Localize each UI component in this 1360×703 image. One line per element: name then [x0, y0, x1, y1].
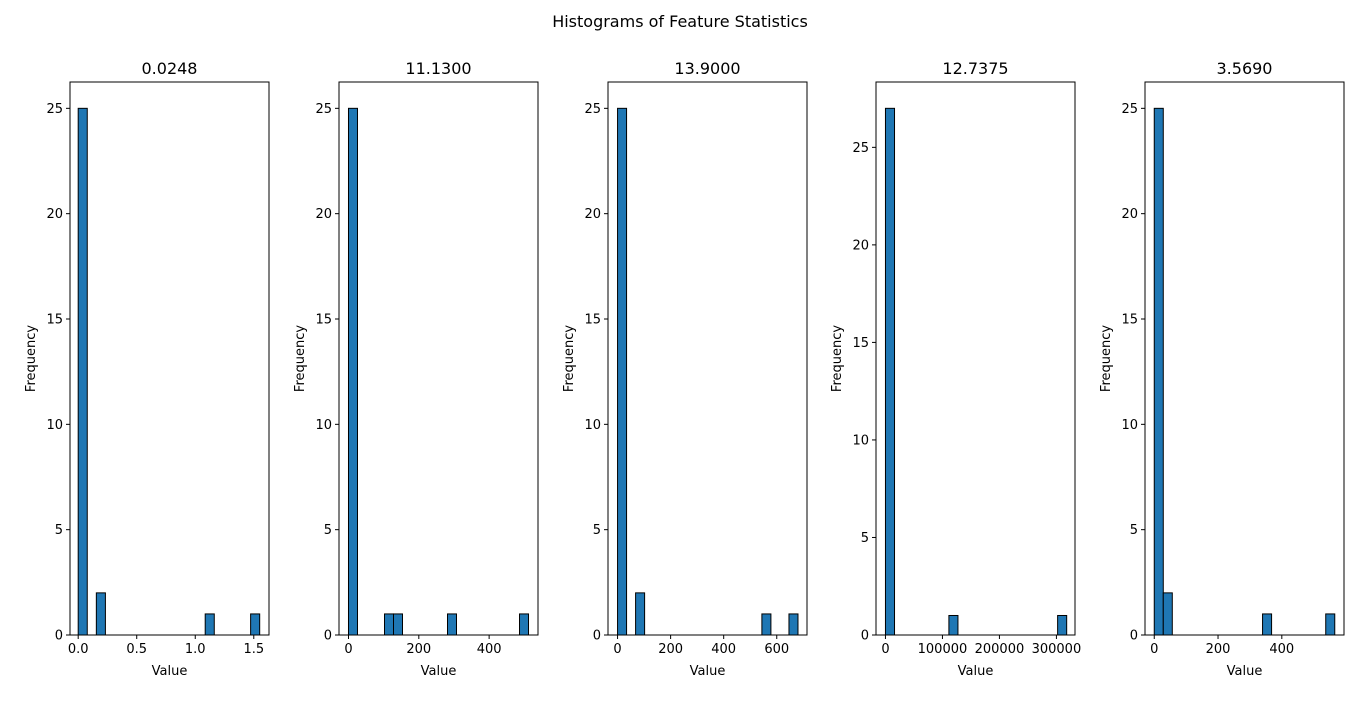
y-tick-label: 10 [315, 418, 332, 433]
y-tick-label: 0 [55, 629, 63, 644]
y-tick-label: 0 [1130, 629, 1138, 644]
figure-suptitle: Histograms of Feature Statistics [552, 12, 808, 31]
x-tick-label: 0 [1150, 642, 1158, 657]
x-tick-label: 200000 [975, 642, 1025, 657]
histogram-bar [1262, 613, 1273, 636]
y-tick-label: 5 [861, 531, 869, 546]
x-tick-label: 400 [711, 642, 736, 657]
y-tick-label: 0 [593, 629, 601, 644]
x-tick-label: 600 [764, 642, 789, 657]
histogram-bar [447, 613, 457, 636]
histogram-bar [1162, 592, 1173, 636]
histogram-bar [635, 592, 646, 636]
x-axis-label: Value [690, 664, 726, 679]
panel-title: 13.9000 [674, 59, 740, 78]
panel-title: 3.5690 [1217, 59, 1273, 78]
y-tick-label: 20 [46, 207, 63, 222]
x-axis-label: Value [421, 664, 457, 679]
axes-frame [338, 81, 539, 636]
x-tick-label: 100000 [918, 642, 968, 657]
x-tick-label: 1.0 [185, 642, 206, 657]
histogram-bar [393, 613, 403, 636]
y-tick-label: 20 [1121, 207, 1138, 222]
histogram-bar [788, 613, 799, 636]
x-tick-label: 0 [881, 642, 889, 657]
histogram-bar [384, 613, 394, 636]
y-tick-label: 15 [46, 313, 63, 328]
y-tick-label: 25 [852, 141, 869, 156]
histogram-panel-2: 11.1300 0 200 400 0 5 10 15 20 25 Value Frequency [293, 59, 539, 679]
y-tick-label: 15 [1121, 313, 1138, 328]
y-tick-label: 25 [1121, 102, 1138, 117]
subplot-panels: 0.0248 0.0 0.5 1.0 1.5 0 5 10 15 20 25 Value Frequen… [24, 59, 1345, 679]
x-tick-label: 0 [613, 642, 621, 657]
histogram-bar [77, 107, 88, 636]
y-tick-label: 10 [584, 418, 601, 433]
histogram-bar [948, 614, 959, 636]
x-axis-label: Value [958, 664, 994, 679]
y-tick-label: 5 [593, 523, 601, 538]
panel-title: 11.1300 [405, 59, 471, 78]
histogram-bar [761, 613, 772, 636]
y-axis-label: Frequency [1099, 325, 1114, 392]
y-axis-label: Frequency [562, 325, 577, 392]
x-tick-label: 400 [477, 642, 502, 657]
x-axis-label: Value [152, 664, 188, 679]
y-tick-label: 15 [584, 313, 601, 328]
y-axis-label: Frequency [24, 325, 39, 392]
histogram-bar [204, 613, 215, 636]
histogram-bar [617, 107, 628, 636]
y-tick-label: 5 [1130, 523, 1138, 538]
x-tick-label: 0.5 [126, 642, 147, 657]
y-tick-label: 20 [852, 238, 869, 253]
x-tick-label: 200 [658, 642, 683, 657]
x-tick-label: 200 [406, 642, 431, 657]
y-tick-label: 0 [861, 629, 869, 644]
panel-title: 12.7375 [942, 59, 1008, 78]
y-tick-label: 25 [315, 102, 332, 117]
axes-frame [1144, 81, 1345, 636]
axes-frame [875, 81, 1076, 636]
y-tick-label: 20 [315, 207, 332, 222]
panel-title: 0.0248 [142, 59, 198, 78]
y-tick-label: 20 [584, 207, 601, 222]
y-tick-label: 15 [315, 313, 332, 328]
x-tick-label: 0.0 [68, 642, 89, 657]
histogram-panel-3: 13.9000 0 200 400 600 0 5 10 15 20 25 Value Frequenc… [562, 59, 808, 679]
histogram-panel-1: 0.0248 0.0 0.5 1.0 1.5 0 5 10 15 20 25 Value Frequen… [24, 59, 270, 679]
histogram-bar [95, 592, 106, 636]
y-tick-label: 10 [1121, 418, 1138, 433]
y-axis-label: Frequency [293, 325, 308, 392]
histogram-bar [1057, 614, 1068, 636]
y-tick-label: 5 [55, 523, 63, 538]
y-axis-label: Frequency [830, 325, 845, 392]
histogram-bar [1325, 613, 1336, 636]
histogram-bar [1153, 107, 1164, 636]
y-tick-label: 5 [324, 523, 332, 538]
histogram-bar [347, 107, 358, 636]
x-tick-label: 0 [344, 642, 352, 657]
y-tick-label: 15 [852, 336, 869, 351]
axes-frame [69, 81, 270, 636]
histogram-panel-4: 12.7375 0 100000 200000 300000 0 5 10 15 20 25 Valu… [830, 59, 1081, 679]
x-tick-label: 400 [1269, 642, 1294, 657]
histogram-bar [250, 613, 261, 636]
histogram-bar [884, 107, 896, 636]
histogram-panel-5: 3.5690 0 200 400 0 5 10 15 20 25 Value Frequency [1099, 59, 1345, 679]
x-tick-label: 1.5 [243, 642, 264, 657]
y-tick-label: 25 [46, 102, 63, 117]
y-tick-label: 10 [852, 433, 869, 448]
x-tick-label: 200 [1206, 642, 1231, 657]
y-tick-label: 10 [46, 418, 63, 433]
histogram-bar [519, 613, 530, 636]
y-tick-label: 25 [584, 102, 601, 117]
y-tick-label: 0 [324, 629, 332, 644]
axes-frame [607, 81, 808, 636]
x-axis-label: Value [1227, 664, 1263, 679]
x-tick-label: 300000 [1032, 642, 1082, 657]
